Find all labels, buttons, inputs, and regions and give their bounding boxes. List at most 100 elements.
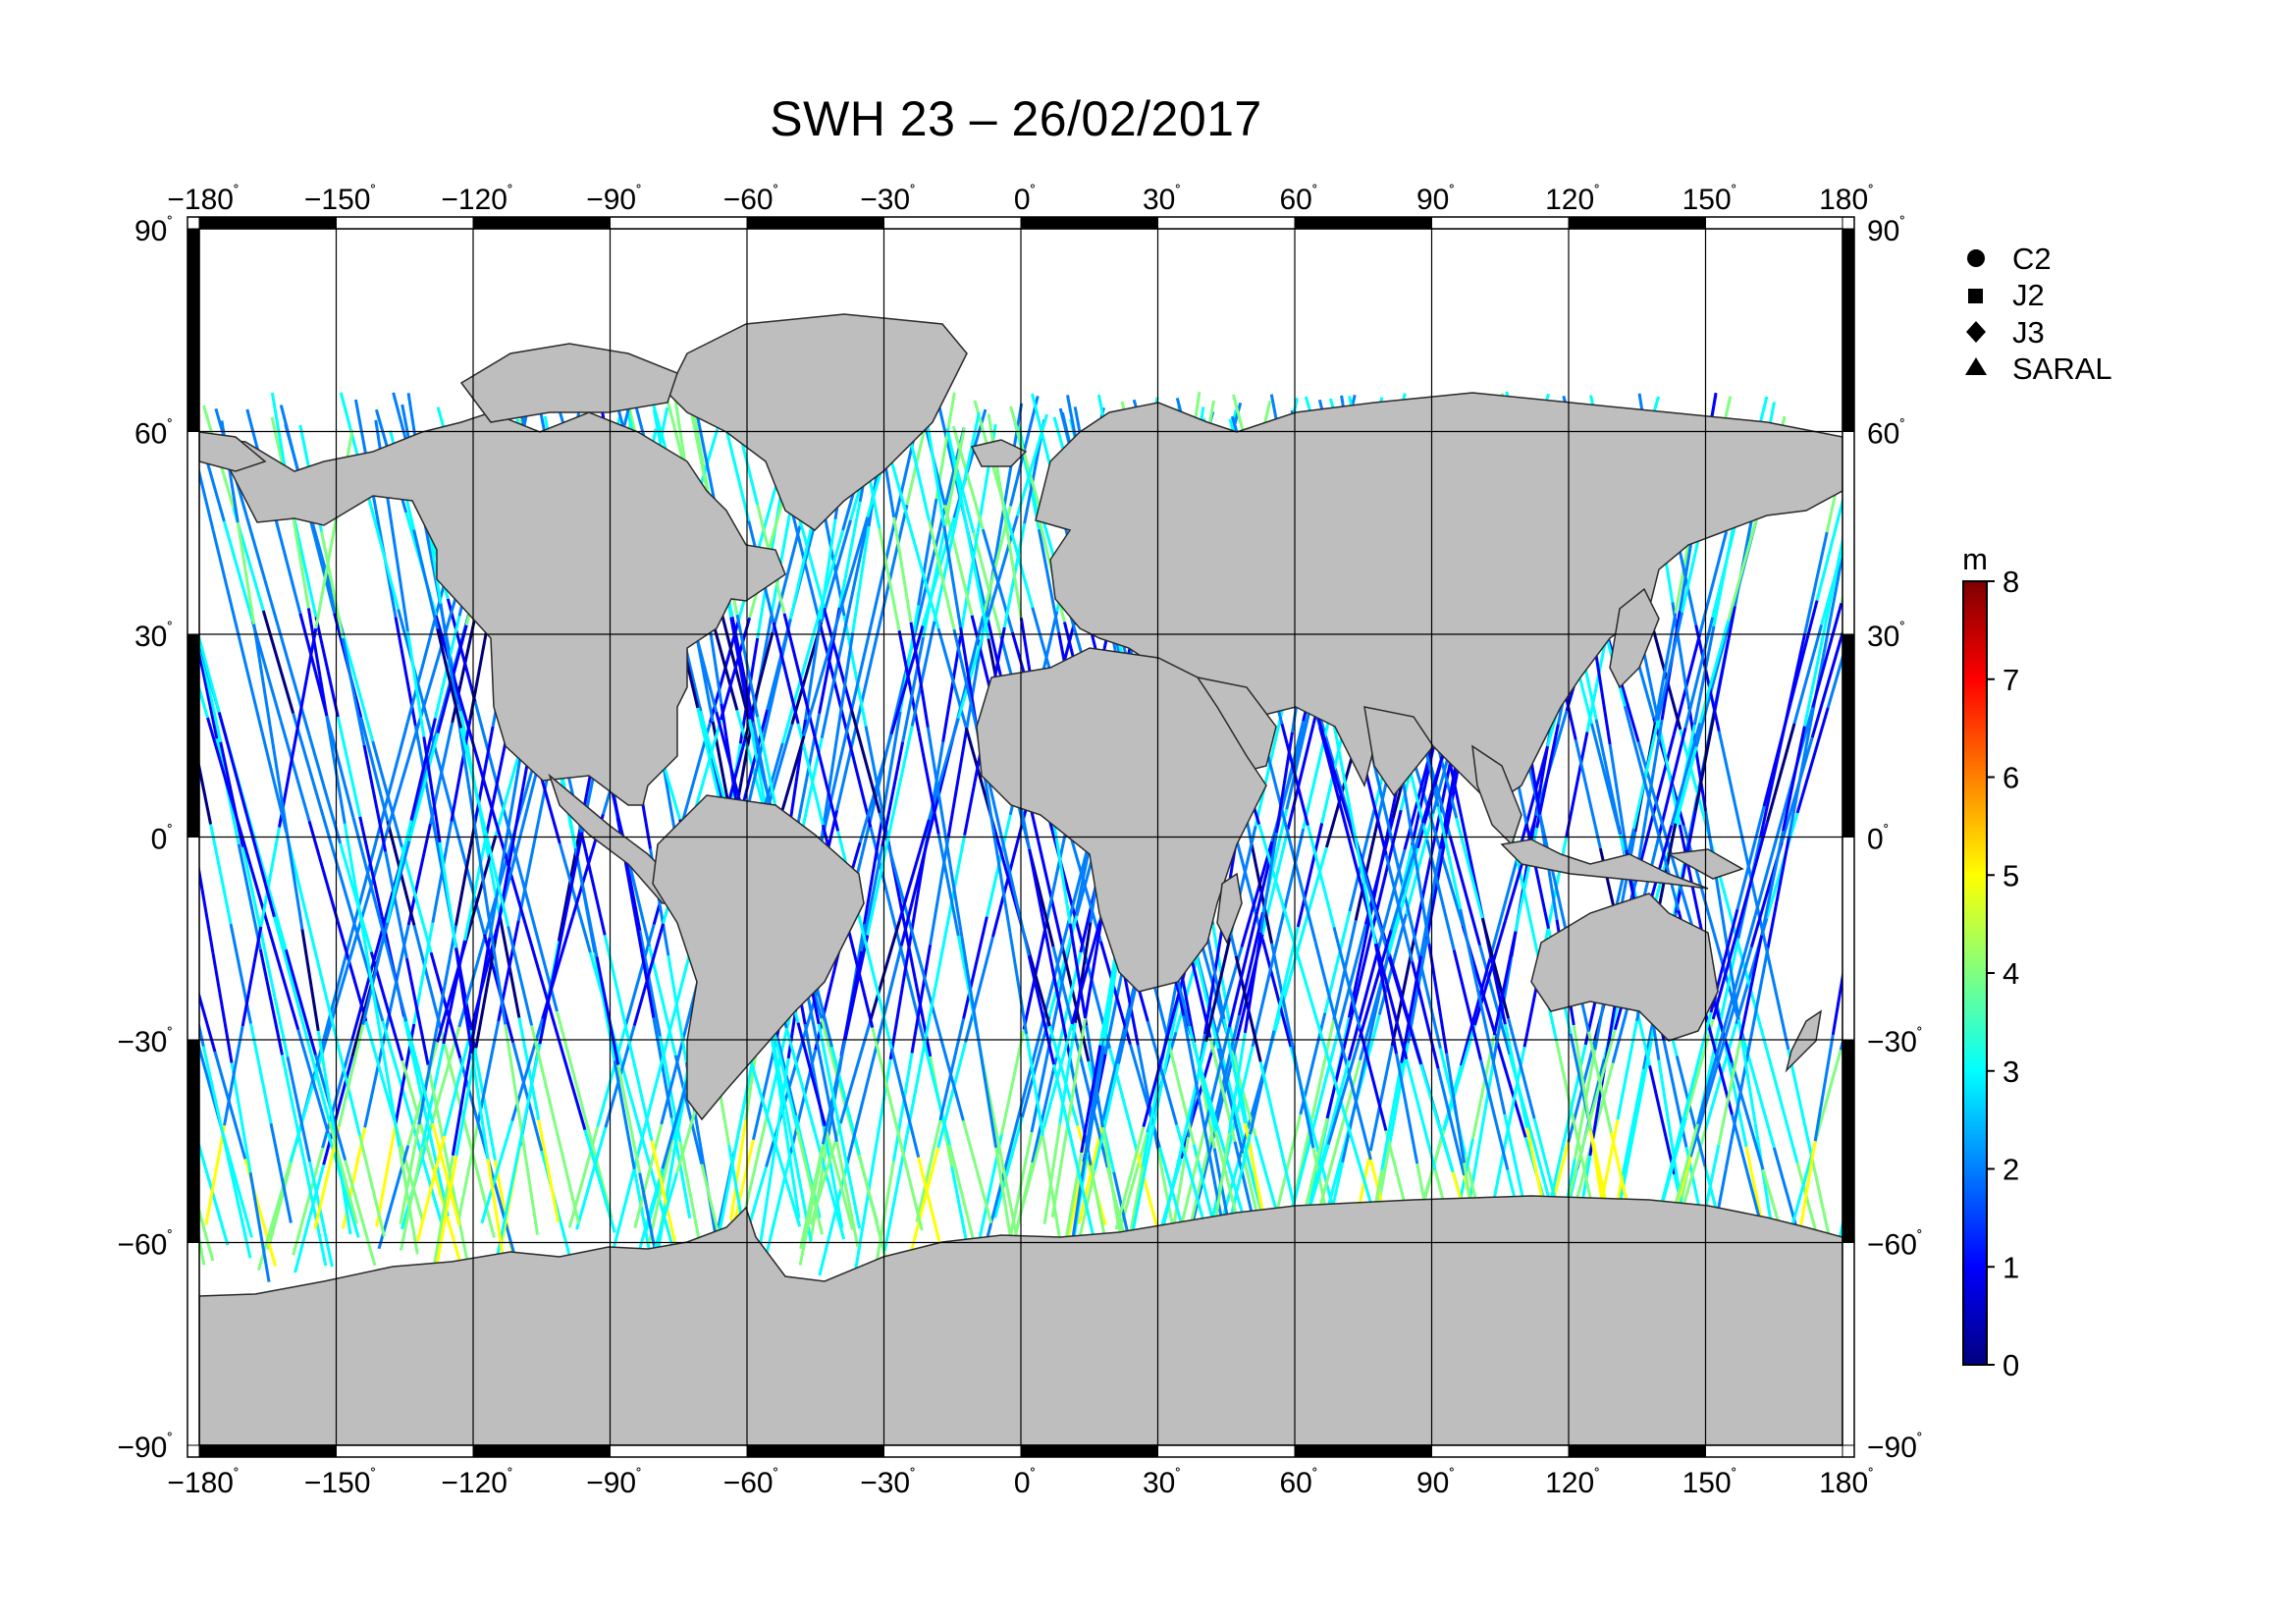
- track-segment: [516, 1043, 542, 1151]
- lon-tick-label-top: 60˚: [1279, 183, 1317, 216]
- track-segment: [94, 623, 125, 730]
- track-segment: [381, 1020, 414, 1124]
- track-segment: [1070, 920, 1102, 1025]
- track-segment: [1003, 515, 1023, 619]
- track-segment: [895, 1128, 924, 1231]
- track-segment: [400, 846, 433, 953]
- track-segment: [952, 628, 981, 739]
- track-segment: [991, 830, 1012, 933]
- track-segment: [351, 838, 387, 947]
- track-segment: [1717, 730, 1744, 839]
- track-segment: [1826, 652, 1842, 709]
- track-segment: [1472, 1062, 1495, 1171]
- track-segment: [1301, 1117, 1329, 1222]
- track-segment: [1009, 406, 1042, 512]
- track-segment: [1712, 526, 1735, 626]
- track-segment: [1829, 547, 1842, 618]
- track-segment: [1670, 722, 1702, 826]
- track-segment: [1480, 1011, 1507, 1115]
- track-segment: [342, 635, 375, 742]
- track-segment: [1594, 719, 1621, 827]
- land-india: [1363, 706, 1434, 797]
- track-segment: [1766, 1054, 1799, 1163]
- track-segment: [538, 937, 563, 1045]
- track-segment: [206, 717, 240, 823]
- frame-segment-bottom: [1157, 1444, 1296, 1458]
- track-segment: [199, 863, 215, 954]
- track-segment: [1479, 1059, 1510, 1170]
- track-segment: [1258, 832, 1278, 934]
- track-segment: [410, 1123, 445, 1227]
- track-segment: [1565, 731, 1589, 838]
- track-segment: [1789, 600, 1819, 704]
- colorbar-ticks: 0 1 2 3 4 5 6 7 8: [1987, 565, 2019, 1382]
- lat-tick-label-right: 90˚: [1867, 214, 1905, 247]
- track-segment: [309, 933, 338, 1035]
- track-segment: [784, 1027, 817, 1134]
- track-segment: [1782, 726, 1806, 832]
- track-segment: [252, 623, 272, 727]
- colorbar-tick-label: 6: [2002, 761, 2019, 795]
- track-segment: [1128, 1044, 1161, 1148]
- track-segment: [1203, 930, 1224, 1035]
- land-indonesia: [1500, 839, 1709, 890]
- lon-tick-label-bottom: −90˚: [586, 1466, 642, 1499]
- track-segment: [223, 1025, 244, 1126]
- track-segment: [70, 735, 98, 840]
- track-segment: [1608, 743, 1629, 850]
- track-segment: [1985, 420, 2013, 525]
- track-segment: [1541, 829, 1568, 932]
- track-segment: [199, 683, 209, 719]
- land-north-america: [199, 411, 786, 806]
- track-segment: [1375, 848, 1407, 955]
- track-segment: [1213, 1014, 1241, 1119]
- track-segment: [1792, 624, 1824, 725]
- track-segment: [768, 1124, 802, 1227]
- track-segment: [1254, 718, 1282, 827]
- track-segment: [1436, 1067, 1467, 1176]
- frame-segment-right: [1842, 837, 1855, 1041]
- track-segment: [560, 831, 584, 939]
- track-segment: [891, 1053, 914, 1163]
- colorbar-tick-label: 7: [2002, 663, 2019, 697]
- track-segment: [834, 632, 855, 740]
- frame-segment-bottom: [336, 1444, 474, 1458]
- land-south-america: [652, 794, 865, 1121]
- track-segment: [523, 923, 557, 1028]
- track-segment: [843, 935, 870, 1041]
- frame-segment-bottom: [198, 1444, 337, 1458]
- track-segment: [1517, 745, 1550, 853]
- frame-segment-bottom: [610, 1444, 748, 1458]
- track-segment: [771, 525, 802, 633]
- track-segment: [616, 1064, 642, 1173]
- track-segment: [1692, 625, 1716, 726]
- track-segment: [1478, 945, 1512, 1055]
- track-segment: [1722, 1039, 1748, 1148]
- track-segment: [808, 1136, 830, 1244]
- track-segment: [464, 718, 498, 822]
- track-segment: [359, 717, 390, 822]
- track-segment: [1289, 930, 1323, 1038]
- track-segment: [406, 823, 432, 926]
- track-segment: [1093, 1063, 1120, 1170]
- frame-segment-right: [1842, 633, 1855, 838]
- track-segment: [279, 721, 311, 822]
- track-segment: [1650, 807, 1681, 911]
- track-segment: [888, 952, 910, 1060]
- track-segment: [281, 1055, 306, 1161]
- track-segment: [1285, 706, 1312, 810]
- track-segment: [694, 409, 719, 514]
- track-segment: [1101, 1017, 1129, 1121]
- track-segment: [1448, 835, 1481, 947]
- lon-tick-label-bottom: 180˚: [1819, 1466, 1874, 1499]
- track-segment: [1455, 817, 1484, 919]
- track-segment: [1323, 740, 1360, 850]
- track-segment: [245, 516, 280, 626]
- track-segment: [1008, 932, 1029, 1035]
- track-segment: [1682, 1011, 1713, 1116]
- track-segment: [858, 606, 885, 709]
- track-segment: [816, 615, 846, 723]
- track-segment: [638, 930, 662, 1037]
- track-segment: [788, 514, 816, 620]
- track-segment: [23, 410, 51, 514]
